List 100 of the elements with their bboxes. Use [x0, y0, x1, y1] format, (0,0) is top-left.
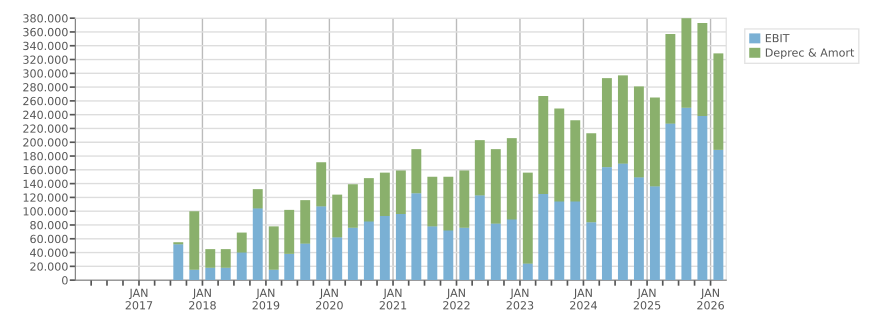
bar [665, 124, 676, 280]
bar [205, 268, 216, 280]
bar [427, 176, 438, 226]
bar [681, 18, 692, 108]
bar [490, 224, 501, 280]
y-tick-label: 380.000 [23, 14, 68, 23]
x-tick-label: JAN 2025 [634, 288, 660, 310]
bar [697, 116, 708, 280]
bar [189, 270, 200, 280]
bar [220, 249, 231, 268]
bar [522, 172, 533, 264]
bar [538, 96, 548, 194]
bar [300, 200, 310, 244]
y-tick-label: 200.000 [23, 138, 68, 147]
bar [252, 208, 263, 280]
bar [681, 108, 692, 280]
y-tick-label: 340.000 [23, 42, 68, 50]
bar [396, 170, 406, 214]
y-tick-label: 220.000 [23, 124, 68, 133]
x-tick-label: JAN 2024 [570, 288, 597, 310]
bar [332, 237, 342, 280]
y-tick-label: 100.000 [24, 207, 68, 216]
bar [316, 206, 326, 280]
y-tick-label: 320.000 [23, 55, 68, 64]
bar [443, 230, 454, 280]
y-tick-label: 80.000 [30, 220, 68, 230]
bar [554, 108, 564, 202]
bar [570, 120, 580, 202]
y-tick-label: 180.000 [24, 152, 68, 160]
bar [427, 226, 438, 280]
bar [474, 195, 485, 280]
bar [650, 186, 660, 280]
x-tick-label: JAN 2026 [697, 288, 724, 310]
bar [396, 214, 406, 280]
bar [570, 202, 580, 280]
bar [474, 140, 485, 196]
bar [634, 86, 644, 178]
y-tick-label: 360.000 [23, 28, 68, 36]
bar [650, 97, 660, 186]
y-tick-label: 20.000 [30, 262, 68, 271]
bar [459, 228, 470, 280]
y-tick-label: 300.000 [23, 69, 68, 78]
bar [506, 219, 517, 280]
y-tick-label: 140.000 [24, 180, 68, 188]
bar [490, 149, 501, 224]
bar [252, 189, 263, 208]
bar [268, 226, 279, 270]
legend-label: EBIT [766, 34, 790, 42]
bar [220, 268, 231, 280]
y-tick-label: 0 [62, 276, 68, 285]
x-tick-label: JAN 2020 [316, 288, 343, 310]
bar [284, 210, 294, 254]
bar [173, 244, 184, 280]
bar [538, 194, 548, 280]
bar [586, 133, 596, 222]
x-tick-label: JAN 2022 [443, 288, 470, 310]
y-tick-label: 280.000 [23, 83, 68, 92]
bar [506, 138, 517, 220]
bar [284, 254, 294, 280]
y-tick-label: 120.000 [24, 193, 68, 202]
legend-label: Deprec & Amort [766, 48, 854, 59]
bar [459, 170, 470, 228]
x-tick-label: JAN 2021 [380, 288, 406, 310]
bar [411, 193, 422, 280]
bar [634, 177, 644, 280]
bar [189, 211, 200, 270]
bar [268, 270, 279, 280]
bar [713, 53, 724, 150]
bar [205, 249, 216, 268]
y-tick-label: 160.000 [24, 166, 68, 174]
x-tick-label: JAN 2023 [506, 288, 534, 310]
y-tick-label: 240.000 [23, 110, 68, 120]
bar [348, 184, 358, 228]
bar [364, 222, 374, 280]
bar [697, 22, 708, 116]
bar [602, 167, 612, 280]
bar [586, 222, 596, 280]
bar [411, 149, 422, 194]
y-tick-label: 60.000 [30, 234, 68, 244]
bar [380, 172, 390, 216]
bar [380, 216, 390, 280]
bar [236, 252, 247, 280]
bar [364, 178, 374, 222]
bar [618, 75, 628, 164]
bar [665, 34, 676, 124]
bar [602, 78, 612, 168]
bar [332, 194, 342, 238]
x-tick-label: JAN 2017 [126, 288, 152, 310]
y-tick-label: 40.000 [30, 248, 68, 257]
bar [316, 162, 326, 206]
x-tick-label: JAN 2019 [252, 288, 280, 310]
y-tick-label: 260.000 [23, 96, 68, 106]
bar [554, 202, 564, 280]
bar [443, 176, 454, 230]
bar [300, 244, 310, 280]
bar [713, 150, 724, 280]
bar [348, 228, 358, 280]
x-tick-label: JAN 2018 [189, 288, 216, 310]
bar [522, 264, 533, 280]
bar [236, 232, 247, 253]
